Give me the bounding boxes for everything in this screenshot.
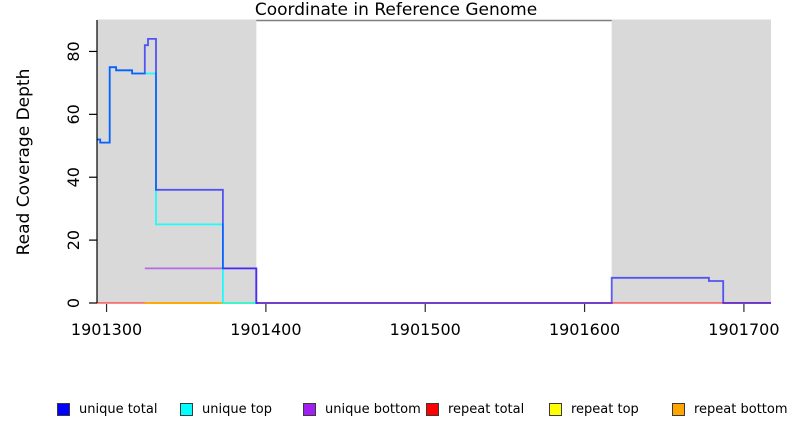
shaded-region (611, 19, 771, 303)
chart-legend: unique total unique top unique bottom repea… (0, 401, 792, 421)
x-tick-label: 1901600 (549, 320, 620, 339)
legend-swatch-unique-total (57, 402, 70, 416)
legend-label: repeat bottom (694, 401, 788, 417)
x-tick-label: 1901400 (230, 320, 301, 339)
series-line-unique-total (97, 38, 771, 304)
y-tick-label: 0 (64, 298, 83, 308)
y-tick-label: 60 (64, 104, 83, 124)
legend-label: repeat total (448, 401, 525, 417)
legend-swatch-unique-top (180, 402, 193, 416)
legend-item-unique-top: unique top (180, 401, 272, 417)
legend-swatch-repeat-total (426, 402, 439, 416)
legend-label: unique bottom (325, 401, 421, 417)
legend-swatch-unique-bottom (303, 402, 316, 416)
legend-item-repeat-total: repeat total (426, 401, 524, 417)
legend-item-repeat-top: repeat top (549, 401, 639, 417)
y-tick-label: 80 (64, 41, 83, 61)
legend-item-repeat-bottom: repeat bottom (672, 401, 788, 417)
legend-swatch-repeat-top (549, 402, 562, 416)
legend-label: repeat top (571, 401, 639, 417)
x-axis-title: Coordinate in Reference Genome (254, 0, 538, 20)
y-tick-label: 40 (64, 167, 83, 187)
legend-item-unique-total: unique total (57, 401, 157, 417)
shaded-region (97, 19, 257, 303)
x-tick-label: 1901300 (71, 320, 142, 339)
legend-item-unique-bottom: unique bottom (303, 401, 421, 417)
legend-label: unique total (79, 401, 158, 417)
legend-swatch-repeat-bottom (672, 402, 685, 416)
y-tick-label: 20 (64, 230, 83, 250)
coverage-plot: 0 20 40 60 80 1901300 1901400 1901500 1901600 190… (64, 19, 780, 339)
x-tick-label: 1901500 (390, 320, 461, 339)
y-axis-title: Read Coverage Depth (14, 68, 34, 256)
x-tick-label: 1901700 (708, 320, 779, 339)
legend-label: unique top (202, 401, 273, 417)
